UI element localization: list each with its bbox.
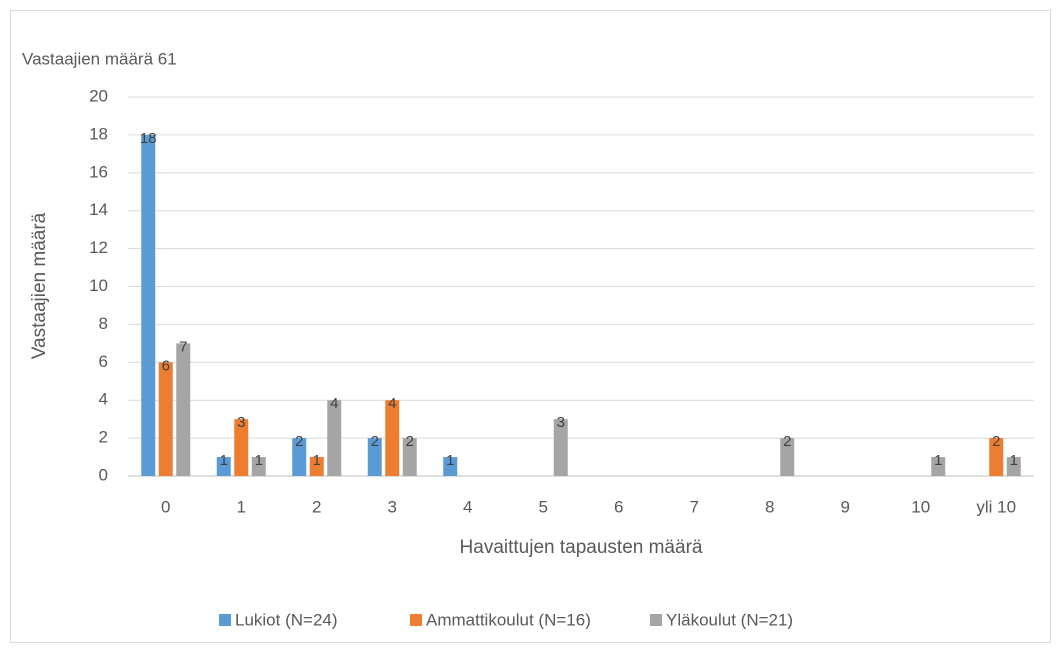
chart-title: Vastaajien määrä 61 — [22, 49, 177, 68]
x-tick-label: 6 — [614, 497, 623, 516]
legend-label: Lukiot (N=24) — [235, 610, 338, 629]
y-tick-label: 14 — [89, 200, 108, 219]
x-tick-label: 5 — [539, 497, 548, 516]
x-tick-label: yli 10 — [976, 497, 1016, 516]
data-label: 2 — [371, 433, 379, 450]
bar — [780, 438, 795, 476]
data-label: 2 — [783, 433, 791, 450]
data-label: 3 — [237, 414, 245, 431]
data-label: 2 — [406, 433, 414, 450]
x-tick-label: 4 — [463, 497, 472, 516]
bar — [292, 438, 307, 476]
data-label: 1 — [313, 452, 321, 469]
legend-label: Ammattikoulut (N=16) — [426, 610, 591, 629]
x-tick-label: 2 — [312, 497, 321, 516]
data-label: 18 — [140, 130, 157, 147]
bar — [367, 438, 382, 476]
data-label: 1 — [1010, 452, 1018, 469]
bar — [931, 457, 946, 476]
x-tick-label: 7 — [690, 497, 699, 516]
bar — [309, 457, 324, 476]
bar — [176, 343, 191, 476]
data-label: 2 — [992, 433, 1000, 450]
x-tick-label: 0 — [161, 497, 170, 516]
data-label: 1 — [934, 452, 942, 469]
chart-border — [10, 10, 1051, 643]
bar — [443, 457, 458, 476]
legend-swatch — [219, 614, 231, 626]
y-tick-label: 12 — [89, 238, 108, 257]
legend-swatch — [650, 614, 662, 626]
y-tick-label: 18 — [89, 124, 108, 143]
bar — [989, 438, 1004, 476]
x-axis-label: Havaittujen tapausten määrä — [460, 537, 703, 558]
bar — [402, 438, 417, 476]
legend-swatch — [410, 614, 422, 626]
data-label: 1 — [255, 452, 263, 469]
x-tick-label: 10 — [911, 497, 930, 516]
y-tick-label: 6 — [99, 352, 108, 371]
bar — [216, 457, 231, 476]
y-tick-label: 8 — [99, 314, 108, 333]
y-axis-label: Vastaajien määrä — [29, 212, 50, 359]
data-label: 3 — [557, 414, 565, 431]
x-tick-label: 3 — [388, 497, 397, 516]
data-label: 4 — [388, 395, 396, 412]
x-tick-label: 9 — [841, 497, 850, 516]
x-tick-label: 8 — [765, 497, 774, 516]
data-label: 7 — [179, 338, 187, 355]
data-label: 1 — [446, 452, 454, 469]
bar — [1006, 457, 1021, 476]
data-label: 4 — [330, 395, 338, 412]
y-tick-label: 4 — [99, 390, 108, 409]
bar — [385, 400, 400, 476]
data-label: 1 — [220, 452, 228, 469]
x-tick-label: 1 — [237, 497, 246, 516]
y-tick-label: 0 — [99, 465, 108, 484]
data-label: 6 — [162, 357, 170, 374]
bar — [141, 134, 156, 476]
bar — [553, 419, 568, 476]
y-tick-label: 10 — [89, 276, 108, 295]
y-tick-label: 2 — [99, 428, 108, 447]
bar — [327, 400, 342, 476]
data-label: 2 — [295, 433, 303, 450]
bar — [251, 457, 266, 476]
y-tick-label: 16 — [89, 162, 108, 181]
bar — [234, 419, 249, 476]
legend-label: Yläkoulut (N=21) — [666, 610, 793, 629]
bar — [158, 362, 173, 476]
y-tick-label: 20 — [89, 86, 108, 105]
